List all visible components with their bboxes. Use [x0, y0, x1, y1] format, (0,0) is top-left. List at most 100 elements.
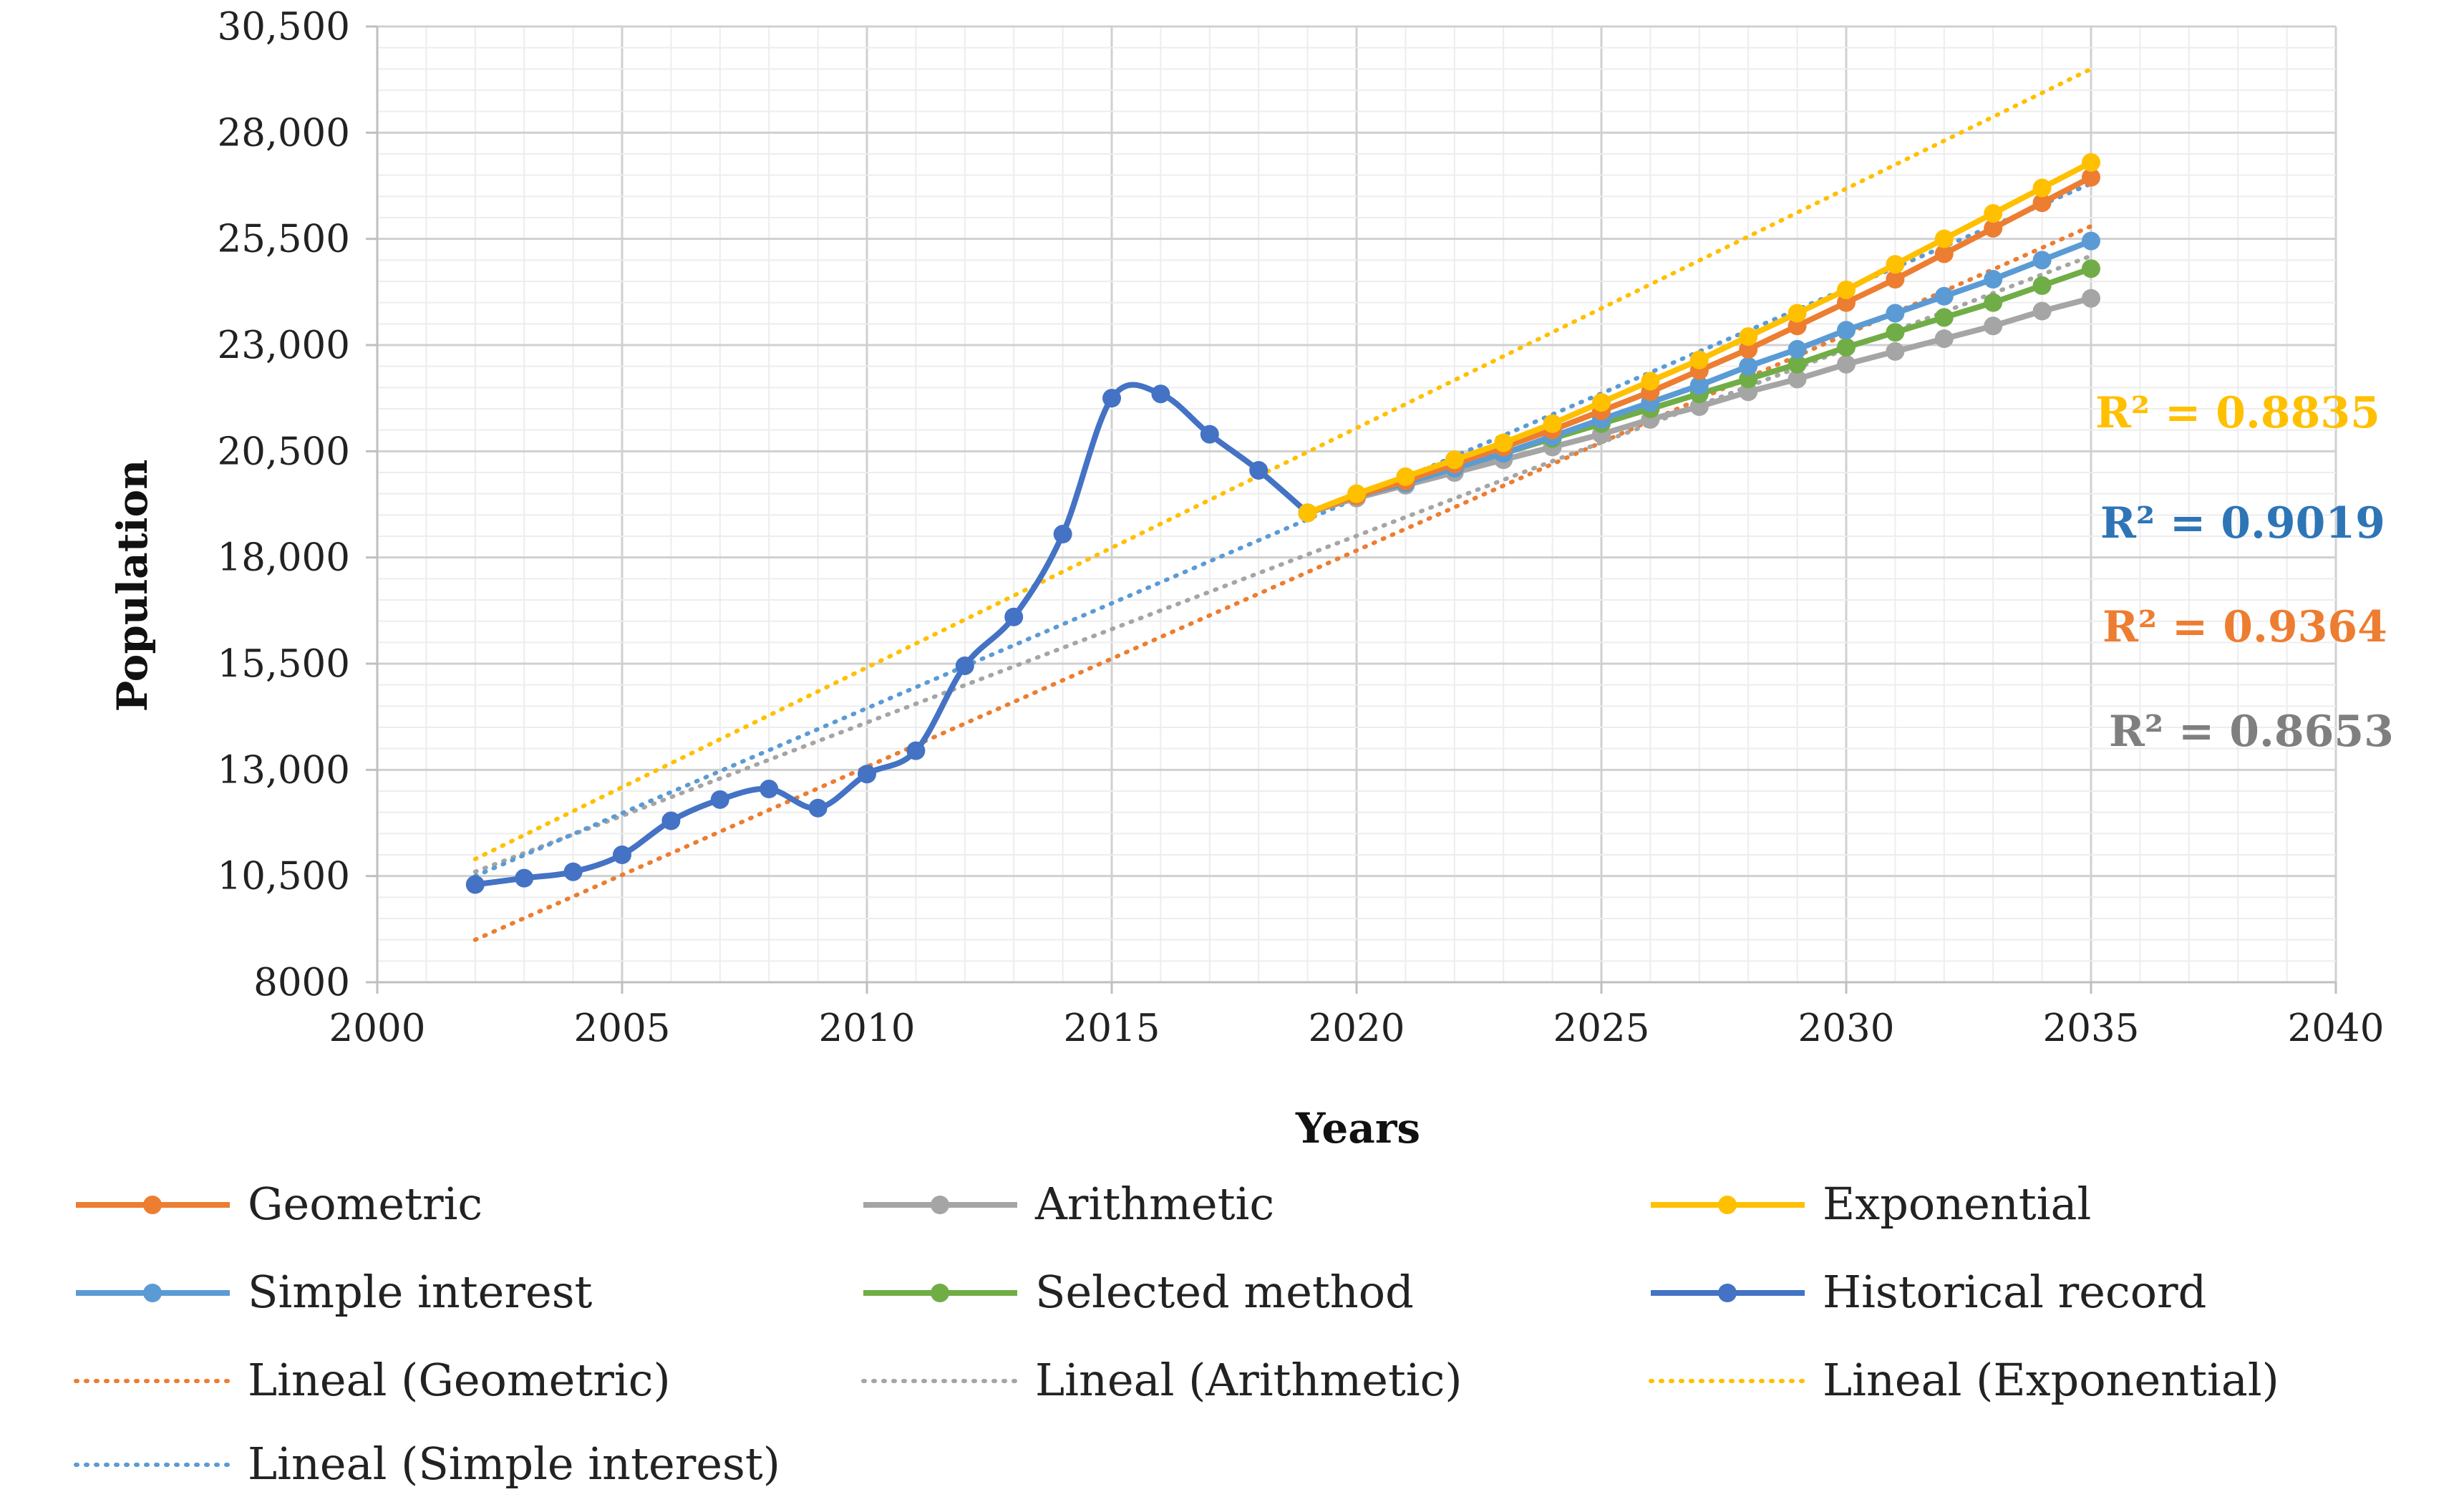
legend-label: Lineal (Arithmetic) — [1035, 1354, 1463, 1406]
data-point — [1739, 327, 1758, 347]
legend-label: Lineal (Simple interest) — [248, 1438, 780, 1490]
data-point — [1739, 382, 1758, 402]
data-point — [613, 846, 631, 864]
legend-marker — [1718, 1284, 1737, 1302]
data-point — [1984, 204, 2003, 223]
x-tick-label: 2015 — [1064, 1007, 1160, 1050]
data-point — [1788, 339, 1807, 359]
legend-label: Geometric — [248, 1178, 482, 1230]
r-squared-annotations: R² = 0.8835 R² = 0.9019 R² = 0.9364 R² = 0.… — [2095, 388, 2394, 757]
data-point — [1837, 280, 1856, 299]
data-point — [1984, 316, 2003, 336]
axes: 2000 2005 2010 2015 2020 2025 2030 2035 2040 8000… — [218, 5, 2385, 1050]
data-point — [1298, 503, 1317, 523]
data-point — [906, 741, 926, 760]
data-point — [2082, 152, 2100, 172]
data-point — [1837, 321, 1856, 340]
data-point — [661, 811, 681, 830]
legend-item-selected-method: Selected method — [863, 1266, 1414, 1318]
data-point — [1934, 286, 1954, 306]
data-point — [2082, 231, 2100, 251]
y-tick-label: 30,500 — [218, 5, 350, 49]
x-tick-label: 2020 — [1309, 1007, 1405, 1050]
series-historical-record — [465, 382, 1317, 894]
data-point — [1445, 450, 1464, 470]
data-point — [1689, 350, 1709, 369]
legend: Geometric Arithmetic Exponential Simple int… — [74, 1178, 2279, 1490]
x-tick-label: 2010 — [819, 1007, 916, 1050]
y-tick-label: 18,000 — [218, 536, 350, 580]
legend-label: Selected method — [1035, 1266, 1414, 1318]
y-axis-title: Population — [108, 460, 157, 712]
legend-label: Simple interest — [248, 1266, 593, 1318]
data-point — [1689, 397, 1709, 417]
y-tick-label: 8000 — [253, 961, 350, 1004]
legend-item-lineal-exponential: Lineal (Exponential) — [1649, 1354, 2279, 1406]
legend-item-historical-record: Historical record — [1651, 1266, 2206, 1318]
x-tick-label: 2025 — [1553, 1007, 1650, 1050]
data-point — [2032, 193, 2052, 213]
data-point — [1102, 389, 1121, 408]
y-tick-label: 28,000 — [218, 111, 350, 155]
data-point — [1837, 293, 1856, 312]
data-point — [563, 862, 583, 881]
data-point — [808, 798, 828, 818]
data-point — [1151, 384, 1170, 404]
x-tick-label: 2035 — [2043, 1007, 2140, 1050]
data-point — [1788, 369, 1807, 389]
data-point — [1004, 607, 1024, 626]
data-point — [1249, 461, 1269, 480]
data-point — [1592, 393, 1611, 412]
data-point — [2082, 289, 2100, 308]
data-point — [1543, 414, 1562, 433]
data-point — [1788, 304, 1807, 323]
data-point — [2032, 251, 2052, 270]
y-tick-label: 20,500 — [218, 430, 350, 473]
r-squared-label: R² = 0.8653 — [2109, 707, 2394, 757]
data-point — [1934, 244, 1954, 263]
data-point — [1494, 433, 1513, 452]
data-point — [1396, 467, 1415, 486]
legend-label: Historical record — [1823, 1266, 2206, 1318]
data-point — [1200, 425, 1219, 444]
legend-marker — [931, 1196, 949, 1214]
legend-label: Arithmetic — [1034, 1178, 1274, 1230]
data-point — [1347, 484, 1366, 503]
data-point — [1739, 339, 1758, 359]
data-point — [1886, 323, 1905, 342]
x-tick-label: 2030 — [1798, 1007, 1895, 1050]
legend-marker — [1718, 1196, 1737, 1214]
data-point — [1886, 270, 1905, 289]
legend-label: Lineal (Exponential) — [1823, 1354, 2279, 1406]
legend-item-geometric: Geometric — [76, 1178, 482, 1230]
legend-item-lineal-simple-interest: Lineal (Simple interest) — [74, 1438, 780, 1490]
data-series — [465, 152, 2100, 894]
legend-item-arithmetic: Arithmetic — [863, 1178, 1274, 1230]
data-point — [2082, 168, 2100, 187]
x-tick-label: 2005 — [574, 1007, 671, 1050]
legend-marker — [143, 1196, 162, 1214]
data-point — [710, 790, 729, 809]
data-point — [1984, 293, 2003, 312]
trendline-lineal-exponential — [472, 67, 2093, 861]
legend-marker — [931, 1284, 949, 1302]
data-point — [955, 656, 974, 675]
data-point — [1788, 316, 1807, 336]
data-point — [1934, 329, 1954, 349]
data-point — [1053, 525, 1072, 544]
data-point — [1934, 308, 1954, 327]
data-point — [2032, 178, 2052, 198]
y-tick-label: 10,500 — [218, 855, 350, 898]
trendline-lineal-geometric — [472, 223, 2093, 942]
legend-label: Exponential — [1823, 1178, 2091, 1230]
trendline-lineal-arithmetic — [472, 253, 2093, 874]
r-squared-label: R² = 0.9364 — [2102, 602, 2387, 652]
data-point — [2032, 276, 2052, 295]
data-point — [2032, 301, 2052, 321]
data-point — [515, 868, 534, 888]
y-tick-label: 25,500 — [218, 218, 350, 261]
legend-marker — [143, 1284, 162, 1302]
series-exponential — [1298, 152, 2100, 523]
legend-item-lineal-geometric: Lineal (Geometric) — [74, 1354, 671, 1406]
